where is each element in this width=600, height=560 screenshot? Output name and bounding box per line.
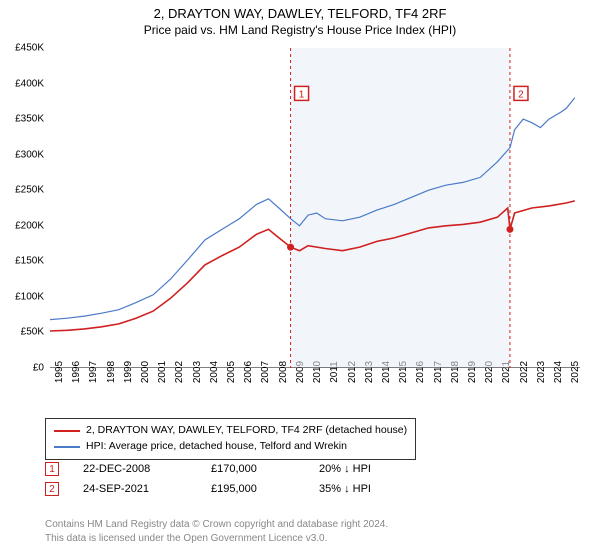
legend-label: HPI: Average price, detached house, Telf…: [86, 439, 347, 455]
y-tick-label: £0: [33, 363, 44, 374]
sale-delta: 35% ↓ HPI: [319, 483, 419, 495]
legend-swatch: [54, 430, 80, 432]
y-tick-label: £100K: [15, 291, 44, 302]
chart-subtitle: Price paid vs. HM Land Registry's House …: [10, 23, 590, 37]
chart-plot-area: 12: [50, 48, 580, 368]
sale-dot: [287, 244, 294, 251]
shade-band: [291, 48, 510, 368]
y-tick-label: £200K: [15, 220, 44, 231]
sale-price: £170,000: [211, 463, 301, 475]
sale-row: 1 22-DEC-2008 £170,000 20% ↓ HPI: [45, 462, 419, 476]
legend-label: 2, DRAYTON WAY, DAWLEY, TELFORD, TF4 2RF…: [86, 423, 407, 439]
sale-date: 22-DEC-2008: [83, 463, 193, 475]
sale-table: 1 22-DEC-2008 £170,000 20% ↓ HPI 2 24-SEP-202…: [45, 462, 419, 502]
chart-svg: 12: [50, 48, 580, 368]
y-tick-label: £400K: [15, 78, 44, 89]
y-tick-label: £350K: [15, 114, 44, 125]
sale-marker: 1: [45, 462, 59, 476]
legend-swatch: [54, 446, 80, 448]
y-tick-label: £50K: [21, 327, 44, 338]
sale-marker: 2: [45, 482, 59, 496]
y-axis: £0£50K£100K£150K£200K£250K£300K£350K£400…: [0, 48, 50, 368]
footer-note: Contains HM Land Registry data © Crown c…: [45, 518, 388, 545]
legend: 2, DRAYTON WAY, DAWLEY, TELFORD, TF4 2RF…: [45, 418, 416, 460]
ref-marker-label: 1: [299, 89, 305, 100]
chart-title: 2, DRAYTON WAY, DAWLEY, TELFORD, TF4 2RF: [10, 6, 590, 21]
sale-delta: 20% ↓ HPI: [319, 463, 419, 475]
sale-dot: [506, 226, 513, 233]
y-tick-label: £450K: [15, 43, 44, 54]
x-axis: 1995199619971998199920002001200220032004…: [50, 370, 580, 418]
legend-row: HPI: Average price, detached house, Telf…: [54, 439, 407, 455]
y-tick-label: £150K: [15, 256, 44, 267]
footer-line2: This data is licensed under the Open Gov…: [45, 532, 388, 546]
sale-date: 24-SEP-2021: [83, 483, 193, 495]
y-tick-label: £250K: [15, 185, 44, 196]
y-tick-label: £300K: [15, 149, 44, 160]
legend-row: 2, DRAYTON WAY, DAWLEY, TELFORD, TF4 2RF…: [54, 423, 407, 439]
ref-marker-label: 2: [518, 89, 524, 100]
chart-title-block: 2, DRAYTON WAY, DAWLEY, TELFORD, TF4 2RF…: [0, 0, 600, 39]
sale-price: £195,000: [211, 483, 301, 495]
footer-line1: Contains HM Land Registry data © Crown c…: [45, 518, 388, 532]
sale-row: 2 24-SEP-2021 £195,000 35% ↓ HPI: [45, 482, 419, 496]
